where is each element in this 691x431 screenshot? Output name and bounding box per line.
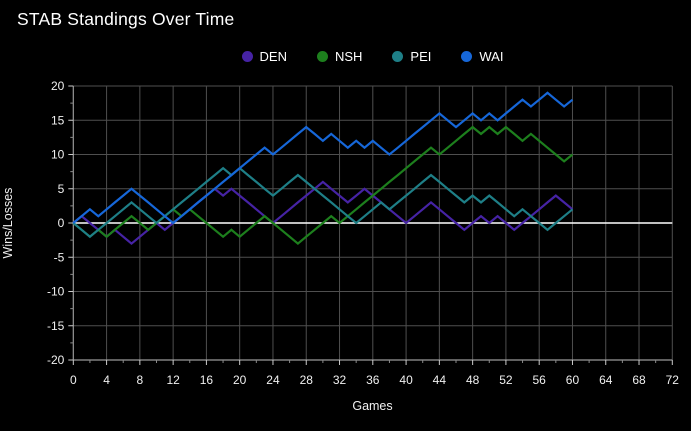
y-axis-title: Wins/Losses [1, 187, 15, 259]
legend-label: PEI [410, 49, 432, 64]
x-tick-label: 28 [300, 373, 314, 387]
x-tick-label: 72 [666, 373, 680, 387]
y-tick-label: -10 [47, 285, 65, 299]
legend-item-wai[interactable]: WAI [461, 49, 503, 64]
y-tick-label: -20 [47, 353, 65, 367]
legend-swatch-icon [392, 51, 404, 62]
x-tick-label: 16 [200, 373, 214, 387]
legend-label: DEN [259, 49, 287, 64]
legend-item-nsh[interactable]: NSH [316, 49, 363, 64]
x-tick-label: 20 [233, 373, 247, 387]
x-tick-label: 64 [599, 373, 613, 387]
series-line-pei [72, 166, 574, 239]
legend: DEN NSH PEI WAI [73, 49, 672, 64]
series-line-wai [72, 91, 574, 225]
chart-title: STAB Standings Over Time [17, 9, 235, 29]
x-tick-label: 52 [499, 373, 513, 387]
x-tick-label: 4 [103, 373, 110, 387]
y-tick-label: -15 [47, 319, 65, 333]
x-tick-label: 24 [266, 373, 280, 387]
legend-swatch-icon [461, 51, 473, 62]
y-tick-label: 20 [51, 79, 65, 93]
legend-swatch-icon [316, 51, 328, 62]
x-tick-label: 36 [366, 373, 380, 387]
y-tick-label: 5 [58, 182, 65, 196]
x-tick-label: 8 [137, 373, 144, 387]
y-tick-label: 0 [58, 216, 65, 230]
x-tick-label: 60 [566, 373, 580, 387]
y-tick-label: -5 [54, 250, 65, 264]
x-tick-label: 48 [466, 373, 480, 387]
x-tick-label: 40 [399, 373, 413, 387]
series-line-den [72, 180, 574, 246]
y-tick-label: 10 [51, 148, 65, 162]
x-axis-title: Games [352, 399, 393, 413]
tick-marks [68, 85, 673, 365]
x-tick-label: 32 [333, 373, 347, 387]
y-tick-labels: 20 15 10 5 0 -5 -10 -15 -20 [47, 79, 65, 367]
legend-item-pei[interactable]: PEI [392, 49, 431, 64]
x-tick-label: 44 [433, 373, 447, 387]
legend-swatch-icon [241, 51, 253, 62]
series-line-nsh [72, 125, 574, 246]
x-tick-label: 12 [166, 373, 180, 387]
x-tick-labels: 0 4 8 12 16 20 24 28 32 36 40 44 48 52 56 60 64 68 72 [70, 373, 679, 387]
y-tick-label: 15 [51, 113, 65, 127]
legend-item-den[interactable]: DEN [241, 49, 287, 64]
legend-label: WAI [479, 49, 504, 64]
x-tick-label: 68 [632, 373, 646, 387]
x-tick-label: 56 [533, 373, 547, 387]
legend-label: NSH [334, 49, 363, 64]
x-tick-label: 0 [70, 373, 77, 387]
